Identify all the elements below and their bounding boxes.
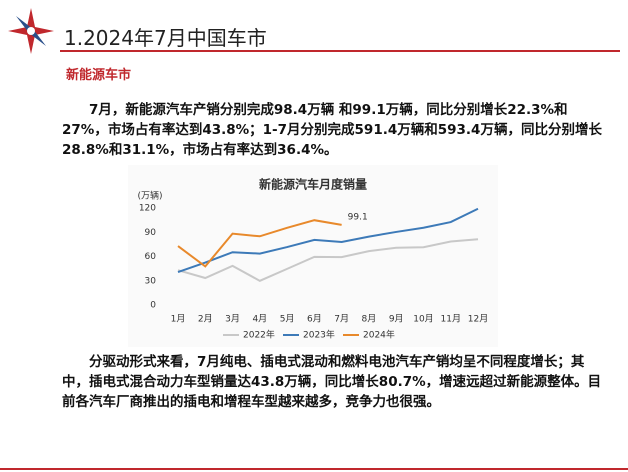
slide-title: 1.2024年7月中国车市 <box>64 26 267 50</box>
section-title: 新能源车市 <box>66 68 132 83</box>
y-tick-label: 60 <box>145 252 157 262</box>
x-tick-label: 9月 <box>389 314 404 325</box>
compass-icon <box>8 8 54 54</box>
y-axis-label: (万辆) <box>137 190 162 202</box>
x-tick-label: 4月 <box>252 314 267 325</box>
x-tick-label: 10月 <box>413 314 433 325</box>
series-line <box>177 207 479 273</box>
x-tick-label: 11月 <box>441 314 461 325</box>
x-tick-label: 7月 <box>334 314 349 325</box>
annotation: 99.1 <box>348 212 368 222</box>
title-rule <box>60 50 620 52</box>
x-tick-label: 2月 <box>198 314 213 325</box>
bottom-rule <box>0 468 628 470</box>
x-tick-label: 12月 <box>468 314 488 325</box>
legend-label: 2024年 <box>363 329 395 341</box>
legend-label: 2022年 <box>243 329 275 341</box>
chart: 新能源汽车月度销量 (万辆) 0 30 60 90 120 1月 2月 3月 4月 5月 6月 7月 8… <box>128 165 498 347</box>
y-tick-label: 0 <box>150 301 156 311</box>
legend-label: 2023年 <box>303 329 335 341</box>
chart-title: 新能源汽车月度销量 <box>259 177 367 192</box>
series-line <box>177 238 479 282</box>
paragraph: 分驱动形式来看，7月纯电、插电式混动和燃料电池汽车产销均呈不同程度增长；其中，插… <box>62 354 602 410</box>
y-tick-label: 30 <box>145 276 157 286</box>
y-tick-label: 90 <box>145 228 157 238</box>
series-line <box>177 219 342 268</box>
x-tick-label: 3月 <box>225 314 240 325</box>
x-tick-label: 1月 <box>171 314 186 325</box>
x-tick-label: 5月 <box>280 314 295 325</box>
paragraph: 7月，新能源汽车产销分别完成98.4万辆 和99.1万辆，同比分别增长22.3%… <box>62 102 602 158</box>
y-tick-label: 120 <box>139 204 156 214</box>
x-tick-label: 8月 <box>362 314 377 325</box>
x-tick-label: 6月 <box>307 314 322 325</box>
